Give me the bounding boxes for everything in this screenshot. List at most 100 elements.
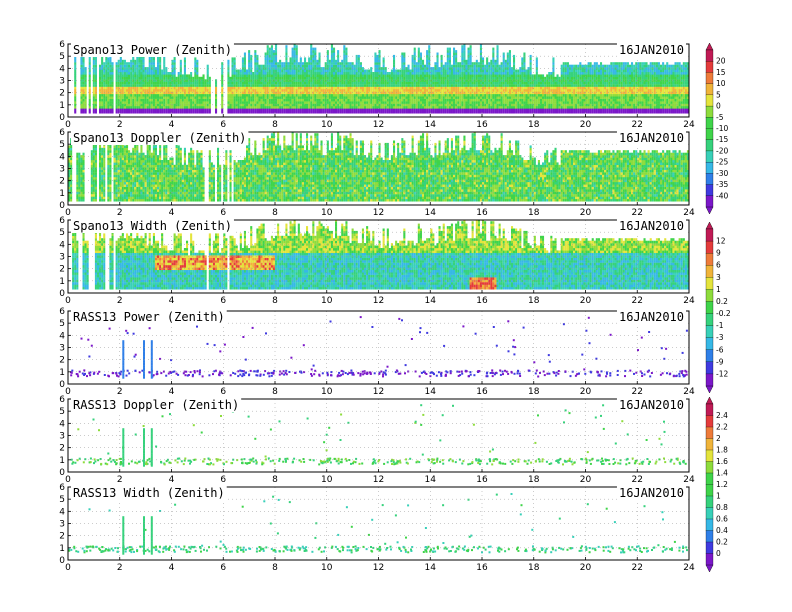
x-tick-label: 10 — [321, 208, 333, 218]
y-tick-label: 5 — [59, 407, 65, 417]
y-tick-label: 3 — [59, 344, 65, 354]
x-tick-label: 18 — [528, 387, 540, 397]
y-tick-label: 5 — [59, 319, 65, 329]
y-tick-label: 4 — [59, 64, 65, 74]
data-layer — [70, 316, 688, 379]
x-tick-label: 20 — [580, 563, 592, 573]
y-tick-label: 6 — [59, 128, 65, 138]
x-tick-label: 8 — [272, 387, 278, 397]
panel-title: Spano13 Width (Zenith) — [73, 219, 232, 233]
x-tick-label: 22 — [632, 387, 643, 397]
x-tick-label: 10 — [321, 120, 333, 130]
y-tick-label: 0 — [59, 113, 65, 123]
x-tick-label: 4 — [169, 387, 175, 397]
x-tick-label: 16 — [476, 475, 488, 485]
colorbar-label: -3 — [716, 333, 724, 342]
x-tick-label: 20 — [580, 387, 592, 397]
y-tick-label: 2 — [59, 444, 65, 454]
colorbar-label: -0.2 — [716, 309, 731, 318]
x-tick-label: 18 — [528, 208, 540, 218]
y-tick-label: 1 — [59, 277, 65, 287]
y-tick-label: 1 — [59, 368, 65, 378]
x-tick-label: 8 — [272, 296, 278, 306]
colorbar-label: 20 — [716, 57, 726, 66]
x-tick-label: 2 — [117, 475, 123, 485]
x-tick-label: 0 — [65, 387, 71, 397]
colorbar-label: -30 — [716, 169, 728, 178]
x-tick-label: 20 — [580, 296, 592, 306]
y-tick-label: 0 — [59, 468, 65, 478]
colorbar-power: 20 15 10 5 0 -5 -10 -15 -20 -25 -30 -35 -40 — [705, 42, 728, 215]
x-tick-label: 12 — [373, 563, 384, 573]
y-tick-label: 2 — [59, 177, 65, 187]
y-tick-label: 4 — [59, 419, 65, 429]
panel-title: Spano13 Doppler (Zenith) — [73, 131, 246, 145]
y-tick-label: 6 — [59, 216, 65, 226]
x-tick-label: 14 — [425, 475, 437, 485]
x-tick-label: 6 — [220, 208, 226, 218]
x-tick-label: 10 — [321, 387, 333, 397]
x-tick-label: 16 — [476, 208, 488, 218]
colorbar-label: -12 — [716, 369, 728, 378]
y-tick-label: 3 — [59, 165, 65, 175]
x-tick-label: 18 — [528, 475, 540, 485]
panel-date: 16JAN2010 — [619, 219, 684, 233]
x-tick-label: 0 — [65, 475, 71, 485]
y-tick-label: 0 — [59, 556, 65, 566]
colorbar-label: 10 — [716, 79, 726, 88]
panel-date: 16JAN2010 — [619, 398, 684, 412]
y-tick-label: 2 — [59, 356, 65, 366]
y-tick-label: 3 — [59, 432, 65, 442]
x-tick-label: 24 — [683, 296, 695, 306]
colorbar-label: 0.4 — [716, 526, 728, 535]
y-tick-label: 3 — [59, 520, 65, 530]
colorbar-rass: 2.4 2.2 2 1.8 1.6 1.4 1.2 1 0.8 0.6 0.4 0.2 0 — [705, 396, 728, 573]
y-tick-label: 5 — [59, 140, 65, 150]
x-tick-label: 24 — [683, 563, 695, 573]
x-tick-label: 12 — [373, 475, 384, 485]
x-tick-label: 22 — [632, 296, 643, 306]
y-tick-label: 6 — [59, 395, 65, 405]
colorbar-label: -35 — [716, 180, 728, 189]
x-tick-label: 8 — [272, 563, 278, 573]
x-tick-label: 14 — [425, 563, 437, 573]
x-tick-label: 24 — [683, 387, 695, 397]
y-tick-label: 5 — [59, 52, 65, 62]
panel-title: RASS13 Power (Zenith) — [73, 310, 225, 324]
colorbar-label: 0.8 — [716, 503, 728, 512]
y-tick-label: 1 — [59, 456, 65, 466]
colorbar-label: 0.2 — [716, 297, 728, 306]
colorbar-label: 1.6 — [716, 457, 728, 466]
x-tick-label: 0 — [65, 296, 71, 306]
colorbar-label: -6 — [716, 345, 724, 354]
x-tick-label: 16 — [476, 120, 488, 130]
colorbar-label: 1.2 — [716, 480, 728, 489]
data-layer — [68, 132, 689, 202]
colorbar-label: 0.2 — [716, 538, 728, 547]
x-tick-label: 14 — [425, 387, 437, 397]
y-tick-label: 2 — [59, 265, 65, 275]
y-tick-label: 3 — [59, 253, 65, 263]
x-tick-label: 22 — [632, 563, 643, 573]
colorbar-label: -20 — [716, 146, 728, 155]
data-layer — [68, 493, 688, 555]
y-tick-label: 4 — [59, 507, 65, 517]
x-tick-label: 0 — [65, 563, 71, 573]
colorbar-label: 6 — [716, 261, 721, 270]
y-tick-label: 3 — [59, 77, 65, 87]
colorbar-label: 1.8 — [716, 446, 728, 455]
x-tick-label: 16 — [476, 387, 488, 397]
colorbar-label: 2 — [716, 434, 721, 443]
y-tick-label: 0 — [59, 201, 65, 211]
data-layer — [72, 220, 689, 290]
y-tick-label: 6 — [59, 307, 65, 317]
x-tick-label: 4 — [169, 296, 175, 306]
x-tick-label: 0 — [65, 208, 71, 218]
x-tick-label: 20 — [580, 120, 592, 130]
y-tick-label: 1 — [59, 189, 65, 199]
colorbar-label: 5 — [716, 90, 721, 99]
x-tick-label: 4 — [169, 120, 175, 130]
